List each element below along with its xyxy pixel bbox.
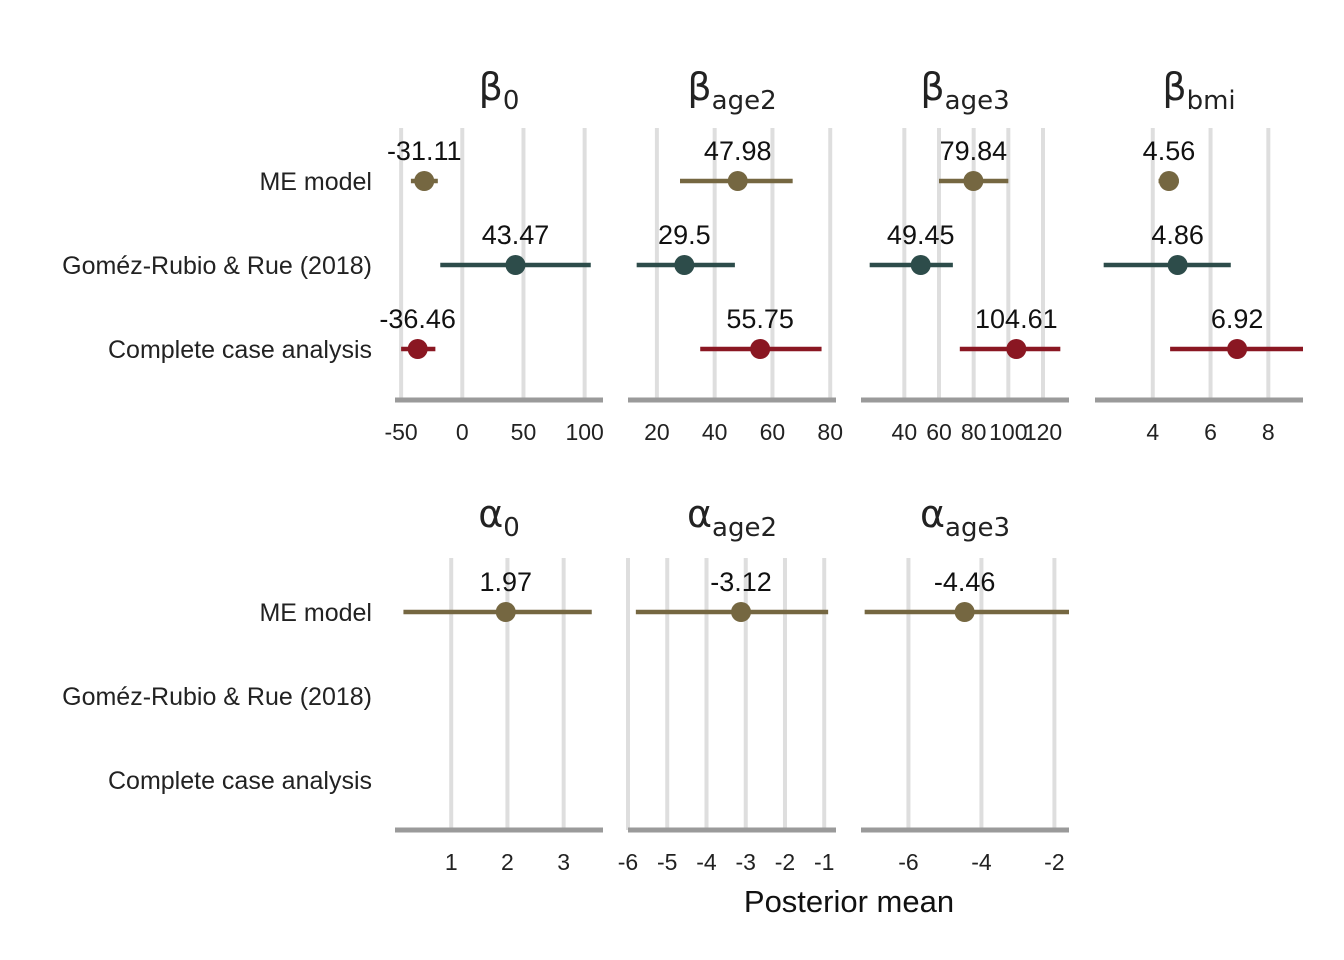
data-point xyxy=(505,255,526,275)
data-point xyxy=(1158,171,1179,191)
tick-label: -2 xyxy=(1044,849,1064,875)
panel-title: βage3 xyxy=(920,65,1009,116)
data-point xyxy=(727,171,748,191)
data-point xyxy=(495,602,516,622)
tick-label: 0 xyxy=(456,419,469,445)
tick-label: -1 xyxy=(814,849,834,875)
tick-label: 50 xyxy=(511,419,537,445)
panel-title: αage3 xyxy=(920,492,1010,543)
data-point xyxy=(731,602,752,622)
panels: -50 0 50 100 β0 -31.11 43.47 -36.46 20 40 60 80 βage… xyxy=(379,65,1303,875)
data-label: -3.12 xyxy=(710,567,772,597)
data-label: -31.11 xyxy=(387,136,462,166)
tick-label: 60 xyxy=(760,419,786,445)
row-labels: ME model Goméz-Rubio & Rue (2018) Complete… xyxy=(62,168,372,795)
row-label: Goméz-Rubio & Rue (2018) xyxy=(62,252,372,280)
data-point xyxy=(674,255,695,275)
data-label: 43.47 xyxy=(482,220,550,250)
data-label: -36.46 xyxy=(379,304,456,334)
panel: -6 -5 -4 -3 -2 -1 αage2 -3.12 xyxy=(618,492,836,875)
tick-label: 40 xyxy=(892,419,918,445)
tick-label: 120 xyxy=(1024,419,1062,445)
panel: -50 0 50 100 β0 -31.11 43.47 -36.46 xyxy=(379,65,603,445)
tick-label: -6 xyxy=(618,849,638,875)
panel-title: αage2 xyxy=(687,492,777,543)
tick-label: 8 xyxy=(1262,419,1275,445)
tick-label: 2 xyxy=(501,849,514,875)
data-label: 4.56 xyxy=(1143,136,1196,166)
data-label: 49.45 xyxy=(887,220,955,250)
tick-label: -3 xyxy=(736,849,756,875)
tick-label: 80 xyxy=(961,419,987,445)
tick-label: 60 xyxy=(926,419,952,445)
tick-label: -50 xyxy=(384,419,417,445)
tick-label: -2 xyxy=(775,849,795,875)
data-label: 4.86 xyxy=(1151,220,1204,250)
panel: 1 2 3 α0 1.97 xyxy=(395,492,603,875)
panel: 4 6 8 βbmi 4.56 4.86 6.92 xyxy=(1095,65,1303,445)
data-point xyxy=(963,171,984,191)
data-point xyxy=(1006,339,1027,359)
row-label: ME model xyxy=(259,168,372,196)
data-label: 55.75 xyxy=(726,304,794,334)
data-point xyxy=(414,171,435,191)
tick-label: 20 xyxy=(644,419,670,445)
panel-title: α0 xyxy=(478,492,520,543)
tick-label: 100 xyxy=(565,419,603,445)
tick-label: 1 xyxy=(445,849,458,875)
row-label: Complete case analysis xyxy=(108,336,372,364)
tick-label: 40 xyxy=(702,419,728,445)
data-point xyxy=(750,339,771,359)
x-axis-title: Posterior mean xyxy=(744,884,954,919)
tick-label: -4 xyxy=(971,849,992,875)
panel-title: βage2 xyxy=(687,65,776,116)
row-label: Goméz-Rubio & Rue (2018) xyxy=(62,683,372,711)
data-label: 6.92 xyxy=(1211,304,1264,334)
tick-label: 4 xyxy=(1146,419,1159,445)
panel-title: βbmi xyxy=(1162,65,1235,116)
data-label: 1.97 xyxy=(479,567,532,597)
tick-label: 3 xyxy=(557,849,570,875)
tick-label: 6 xyxy=(1204,419,1217,445)
row-label: Complete case analysis xyxy=(108,767,372,795)
tick-label: -5 xyxy=(657,849,677,875)
data-label: 79.84 xyxy=(940,136,1008,166)
data-label: 47.98 xyxy=(704,136,772,166)
data-point xyxy=(1227,339,1248,359)
data-label: 29.5 xyxy=(658,220,711,250)
tick-label: -4 xyxy=(696,849,717,875)
data-label: -4.46 xyxy=(934,567,996,597)
panel: 20 40 60 80 βage2 47.98 29.5 55.75 xyxy=(628,65,843,445)
data-point xyxy=(407,339,428,359)
tick-label: 80 xyxy=(817,419,843,445)
data-point xyxy=(910,255,931,275)
tick-label: -6 xyxy=(898,849,918,875)
tick-label: 100 xyxy=(989,419,1027,445)
panel-title: β0 xyxy=(479,65,520,116)
row-label: ME model xyxy=(259,599,372,627)
data-point xyxy=(1167,255,1188,275)
data-label: 104.61 xyxy=(975,304,1058,334)
data-point xyxy=(954,602,975,622)
panel: -6 -4 -2 αage3 -4.46 xyxy=(861,492,1069,875)
